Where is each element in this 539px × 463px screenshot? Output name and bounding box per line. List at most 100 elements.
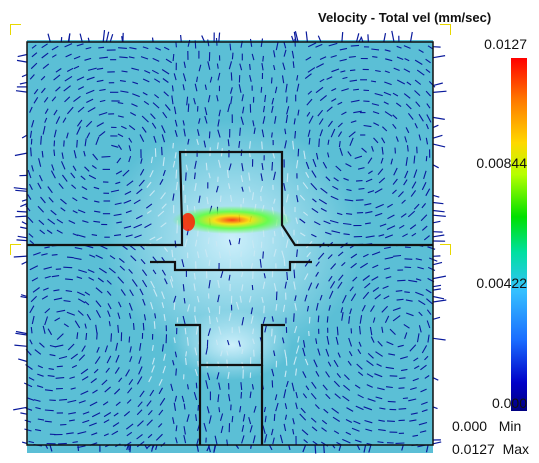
velocity-vector-fringe (432, 90, 447, 93)
velocity-vector (117, 312, 121, 319)
velocity-vector (44, 389, 53, 392)
velocity-vector (414, 365, 420, 370)
velocity-vector (385, 366, 394, 370)
velocity-vector (383, 91, 392, 96)
velocity-vector (374, 188, 383, 194)
velocity-vector (142, 92, 148, 96)
velocity-vector (418, 311, 423, 317)
velocity-vector (396, 56, 404, 61)
velocity-vector-fringe (126, 444, 129, 451)
velocity-vector-fringe (102, 30, 106, 43)
velocity-vector (208, 172, 211, 179)
velocity-vector (41, 295, 48, 300)
velocity-vector (218, 326, 222, 335)
velocity-vector (421, 225, 428, 231)
velocity-vector (129, 346, 132, 353)
velocity-vector (123, 410, 131, 417)
velocity-vector (376, 363, 382, 367)
velocity-vector (418, 325, 422, 333)
legend-title: Velocity - Total vel (mm/sec) (318, 10, 492, 25)
velocity-vector (364, 419, 373, 424)
velocity-vector (104, 345, 109, 353)
corner-marker-mid-left (10, 244, 21, 255)
velocity-vector (68, 220, 76, 224)
velocity-vector (91, 412, 101, 418)
velocity-vector (283, 49, 287, 57)
velocity-vector (342, 438, 351, 444)
velocity-vector (205, 346, 209, 355)
velocity-vector (60, 207, 66, 212)
velocity-vector (348, 131, 356, 138)
velocity-vector-fringe (151, 444, 154, 452)
velocity-vector (141, 126, 147, 133)
velocity-vector (311, 233, 317, 238)
velocity-vector (194, 347, 198, 356)
velocity-vector-fringe (15, 90, 28, 93)
velocity-vector (131, 67, 140, 71)
velocity-vector (238, 340, 241, 347)
velocity-vector (142, 279, 148, 288)
velocity-vector (383, 101, 389, 105)
legend-tick-zero: 0.000 (491, 395, 527, 411)
velocity-vector (365, 211, 373, 214)
velocity-vector (364, 282, 371, 289)
velocity-vector-fringe (432, 116, 445, 120)
velocity-vector (33, 251, 41, 256)
velocity-vector (321, 419, 328, 425)
velocity-vector (411, 181, 417, 189)
velocity-vector (32, 287, 40, 293)
velocity-vector (316, 63, 324, 68)
velocity-vector (336, 326, 339, 336)
velocity-vector (152, 102, 160, 109)
velocity-vector (86, 76, 95, 81)
velocity-vector (295, 368, 298, 376)
velocity-vector (359, 315, 363, 324)
velocity-vector (319, 56, 327, 61)
velocity-vector (228, 61, 233, 70)
velocity-vector (151, 69, 159, 75)
velocity-vector (381, 305, 388, 313)
velocity-vector (140, 56, 149, 60)
velocity-vector (142, 46, 149, 50)
velocity-vector (182, 73, 187, 82)
velocity-vector (81, 345, 86, 352)
velocity-vector (271, 316, 274, 322)
velocity-vector (371, 251, 381, 256)
velocity-vector (219, 195, 222, 203)
velocity-vector (327, 120, 333, 128)
velocity-vector (154, 313, 157, 319)
velocity-vector (326, 316, 329, 323)
velocity-vector (195, 382, 198, 389)
velocity-vector (66, 256, 74, 259)
velocity-vector (418, 300, 426, 306)
velocity-vector (396, 79, 406, 85)
velocity-vector (135, 215, 143, 220)
velocity-vector (264, 415, 267, 423)
velocity-vector (413, 155, 416, 164)
velocity-vector (204, 84, 207, 91)
velocity-vector (235, 301, 240, 310)
velocity-vector (260, 196, 262, 202)
velocity-vector (29, 339, 33, 345)
velocity-vector (173, 73, 177, 81)
velocity-vector (406, 145, 409, 152)
velocity-vector (335, 336, 339, 345)
velocity-vector (42, 63, 50, 70)
velocity-vector (184, 357, 187, 365)
velocity-vector (379, 223, 387, 227)
velocity-vector (373, 122, 380, 126)
velocity-vector-fringe (196, 444, 199, 452)
velocity-vector-fringe (213, 444, 216, 453)
velocity-vector (326, 106, 333, 112)
velocity-vector (339, 58, 347, 62)
velocity-vector-fringe (356, 444, 361, 451)
velocity-vector (396, 45, 402, 49)
velocity-vector (284, 140, 287, 149)
velocity-vector (120, 125, 127, 130)
velocity-vector (381, 137, 386, 144)
velocity-vector (319, 129, 324, 137)
velocity-vector (66, 106, 74, 115)
velocity-vector-fringe (293, 31, 297, 43)
velocity-vector (240, 116, 244, 125)
